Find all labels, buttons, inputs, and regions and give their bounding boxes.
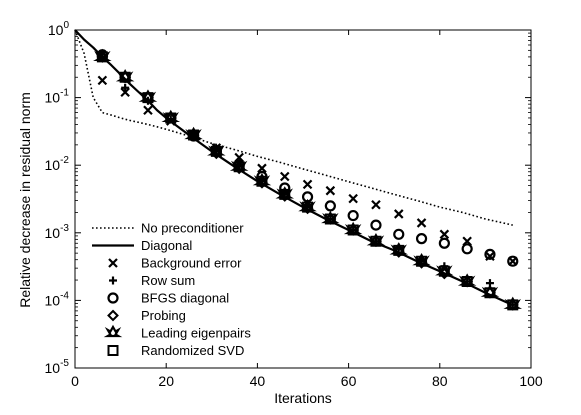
- legend-marker: [108, 258, 118, 268]
- y-axis-label: Relative decrease in residual norm: [17, 92, 33, 308]
- legend: No preconditioner Diagonal Background erro…: [92, 221, 251, 358]
- legend-item-no-preconditioner: No preconditioner: [92, 221, 244, 236]
- legend-item-probing: Probing: [107, 308, 186, 323]
- data-point-randomized-svd: [393, 244, 405, 256]
- series-layer: [74, 29, 523, 311]
- legend-label: Background error: [141, 256, 242, 271]
- data-point-randomized-svd: [324, 213, 336, 225]
- data-point-randomized-svd: [188, 129, 200, 141]
- data-point-randomized-svd: [347, 224, 359, 236]
- legend-label: Randomized SVD: [141, 343, 244, 358]
- data-point-bfgs-diagonal: [484, 248, 496, 260]
- x-tick-label: 80: [432, 373, 448, 389]
- x-axis-label: Iterations: [274, 390, 332, 406]
- data-point-background-error: [257, 163, 267, 174]
- legend-item-bfgs-diagonal: BFGS diagonal: [107, 291, 229, 306]
- data-point-bfgs-diagonal: [415, 233, 428, 245]
- data-point-background-error: [416, 218, 427, 228]
- data-point-background-error: [325, 185, 336, 196]
- legend-marker: [107, 309, 119, 322]
- legend-label: No preconditioner: [141, 221, 244, 236]
- axis-layer: 0 20 40 60 80 100 100 10-1 10-2 10-3 10-4 10-5: [45, 20, 543, 389]
- data-point-randomized-svd: [279, 188, 291, 200]
- x-tick-label: 60: [341, 373, 357, 389]
- data-point-background-error: [371, 199, 381, 210]
- legend-label: Probing: [141, 308, 186, 323]
- legend-item-randomized-svd: Randomized SVD: [107, 343, 244, 358]
- legend-marker: [107, 292, 119, 304]
- data-point-bfgs-diagonal: [438, 237, 450, 249]
- data-point-randomized-svd: [484, 287, 496, 299]
- data-point-randomized-svd: [302, 201, 314, 213]
- data-point-randomized-svd: [96, 51, 108, 63]
- data-point-randomized-svd: [165, 112, 177, 124]
- legend-label: BFGS diagonal: [141, 291, 229, 306]
- data-point-background-error: [302, 179, 313, 190]
- data-point-background-error: [234, 152, 244, 163]
- legend-item-background-error: Background error: [108, 256, 242, 271]
- legend-item-diagonal: Diagonal: [92, 238, 192, 253]
- x-tick-label: 40: [250, 373, 266, 389]
- legend-label: Leading eigenpairs: [141, 326, 251, 341]
- data-point-randomized-svd: [233, 161, 245, 173]
- y-tick-label: 10-4: [45, 290, 70, 308]
- data-point-randomized-svd: [461, 276, 473, 288]
- data-point-randomized-svd: [416, 255, 428, 267]
- data-point-randomized-svd: [119, 71, 131, 83]
- y-tick-label: 10-5: [45, 358, 70, 376]
- data-point-bfgs-diagonal: [507, 255, 519, 267]
- data-point-bfgs-diagonal: [393, 228, 405, 240]
- y-tick-label: 10-3: [45, 223, 70, 241]
- data-point-background-error: [97, 75, 108, 86]
- legend-label: Diagonal: [141, 238, 192, 253]
- data-point-background-error: [143, 105, 153, 116]
- data-point-background-error: [348, 193, 358, 204]
- y-tick-label: 100: [48, 20, 70, 38]
- data-point-randomized-svd: [142, 92, 154, 104]
- data-point-bfgs-diagonal: [347, 209, 359, 222]
- data-point-randomized-svd: [507, 299, 519, 311]
- y-tick-label: 10-1: [45, 88, 70, 106]
- x-tick-label: 100: [519, 373, 543, 389]
- legend-item-row-sum: Row sum: [109, 273, 195, 288]
- data-point-randomized-svd: [370, 235, 382, 247]
- series-randomized-svd: [96, 51, 519, 311]
- y-tick-label: 10-2: [45, 155, 70, 173]
- data-point-randomized-svd: [438, 265, 450, 277]
- data-point-randomized-svd: [210, 145, 222, 157]
- data-point-background-error: [120, 87, 130, 98]
- x-tick-label: 20: [158, 373, 174, 389]
- legend-label: Row sum: [141, 273, 195, 288]
- series-diagonal: [74, 29, 514, 307]
- data-point-background-error: [393, 209, 404, 219]
- data-point-bfgs-diagonal: [370, 219, 382, 231]
- legend-marker: [103, 324, 123, 338]
- data-point-bfgs-diagonal: [461, 243, 473, 255]
- data-point-background-error: [279, 171, 290, 182]
- legend-marker: [109, 276, 117, 285]
- series-line-diagonal: [74, 29, 514, 307]
- data-point-row-sum: [121, 83, 130, 92]
- data-point-bfgs-diagonal: [324, 200, 336, 212]
- data-point-randomized-svd: [256, 175, 268, 187]
- data-point-background-error: [439, 229, 450, 240]
- legend-item-leading-eigenpairs: Leading eigenpairs: [103, 324, 251, 341]
- x-tick-label: 0: [71, 373, 79, 389]
- plot-frame: [74, 29, 532, 369]
- legend-marker: [107, 345, 119, 356]
